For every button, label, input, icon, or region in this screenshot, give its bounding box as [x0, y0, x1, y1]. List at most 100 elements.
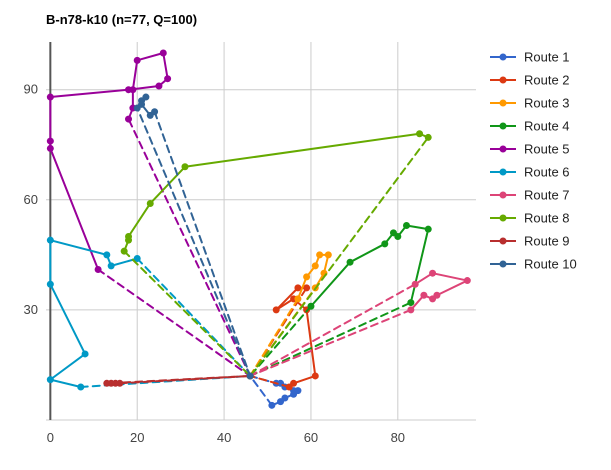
- data-point: [138, 100, 146, 108]
- data-point: [155, 82, 163, 90]
- data-point: [142, 93, 150, 101]
- legend-item: Route 6: [490, 165, 570, 180]
- route-segment: [435, 279, 469, 297]
- depot-link-segment: [118, 374, 252, 385]
- data-point: [424, 225, 432, 233]
- legend-swatch-marker: [499, 76, 507, 84]
- legend-label: Route 10: [524, 257, 577, 272]
- x-tick-label: 0: [47, 430, 54, 445]
- data-point: [77, 383, 85, 391]
- y-tick-label: 90: [24, 82, 38, 97]
- route-segment: [309, 261, 352, 308]
- depot-link-segment: [136, 107, 252, 377]
- data-point: [125, 115, 133, 123]
- data-point: [277, 398, 285, 406]
- data-point: [46, 144, 54, 152]
- route-segment: [49, 378, 82, 388]
- depot-link-segment: [249, 308, 412, 377]
- data-point: [324, 251, 332, 259]
- route-segment: [49, 88, 130, 99]
- data-point: [429, 295, 437, 303]
- legend-item: Route 3: [490, 96, 570, 111]
- series-layer: [46, 49, 471, 409]
- data-point: [46, 376, 54, 384]
- route-segment: [349, 242, 386, 264]
- legend-label: Route 7: [524, 188, 570, 203]
- legend-swatch-marker: [499, 53, 507, 61]
- legend-label: Route 8: [524, 211, 570, 226]
- depot-link-segment: [249, 374, 273, 407]
- legend-label: Route 6: [524, 165, 570, 180]
- series-route-10: [133, 93, 254, 380]
- depot-link-segment: [249, 305, 312, 377]
- legend-swatch-marker: [499, 191, 507, 199]
- legend-item: Route 5: [490, 142, 570, 157]
- legend-item: Route 8: [490, 211, 570, 226]
- data-point: [411, 280, 419, 288]
- legend-swatch-marker: [499, 145, 507, 153]
- depot-link-segment: [123, 250, 252, 377]
- series-route-7: [246, 269, 471, 380]
- legend-swatch-marker: [499, 122, 507, 130]
- legend-label: Route 1: [524, 50, 570, 65]
- data-point: [151, 108, 159, 116]
- route-segment: [162, 52, 169, 80]
- data-point: [94, 266, 102, 274]
- x-tick-label: 40: [217, 430, 231, 445]
- data-point: [103, 251, 111, 259]
- data-point: [46, 236, 54, 244]
- data-point: [311, 262, 319, 270]
- axis-layer: 0 20 40 60 80 30 60 90: [24, 42, 476, 445]
- data-point: [303, 284, 311, 292]
- y-tick-label: 60: [24, 192, 38, 207]
- legend-item: Route 1: [490, 50, 570, 65]
- data-point: [311, 372, 319, 380]
- data-point: [181, 163, 189, 171]
- depot-link-segment: [249, 374, 291, 388]
- depot-link-segment: [249, 136, 430, 377]
- route-segment: [149, 165, 186, 205]
- series-route-5: [46, 49, 254, 380]
- legend-swatch-marker: [499, 168, 507, 176]
- data-point: [120, 247, 128, 255]
- depot-link-segment: [153, 110, 252, 377]
- route-segment: [49, 147, 100, 271]
- legend-item: Route 9: [490, 234, 570, 249]
- route-segment: [292, 374, 317, 385]
- legend-label: Route 2: [524, 73, 570, 88]
- depot-link-segment: [249, 301, 412, 377]
- route-segment: [131, 59, 139, 91]
- x-tick-label: 20: [130, 430, 144, 445]
- data-point: [164, 75, 172, 83]
- route-segment: [405, 224, 430, 231]
- legend-item: Route 2: [490, 73, 570, 88]
- data-point: [116, 379, 124, 387]
- route-segment: [49, 283, 87, 355]
- x-tick-label: 60: [304, 430, 318, 445]
- route-segment: [296, 275, 308, 300]
- data-point: [407, 299, 415, 307]
- data-point: [81, 350, 89, 358]
- data-point: [429, 269, 437, 277]
- data-point: [46, 280, 54, 288]
- route-segment: [49, 352, 87, 381]
- chart-title: B-n78-k10 (n=77, Q=100): [46, 12, 197, 27]
- route-segment: [136, 52, 165, 62]
- series-route-4: [246, 221, 432, 380]
- depot-link-segment: [97, 268, 252, 377]
- legend-swatch-marker: [499, 237, 507, 245]
- legend-item: Route 4: [490, 119, 570, 134]
- depot-link-segment: [136, 257, 252, 377]
- data-point: [272, 306, 280, 314]
- x-tick-label: 80: [391, 430, 405, 445]
- route-segment: [305, 308, 317, 377]
- data-point: [424, 133, 432, 141]
- data-point: [46, 137, 54, 145]
- legend-label: Route 3: [524, 96, 570, 111]
- depot-point: [246, 372, 254, 380]
- data-point: [346, 258, 354, 266]
- data-point: [125, 86, 133, 94]
- legend-swatch-marker: [499, 260, 507, 268]
- legend-item: Route 10: [490, 257, 577, 272]
